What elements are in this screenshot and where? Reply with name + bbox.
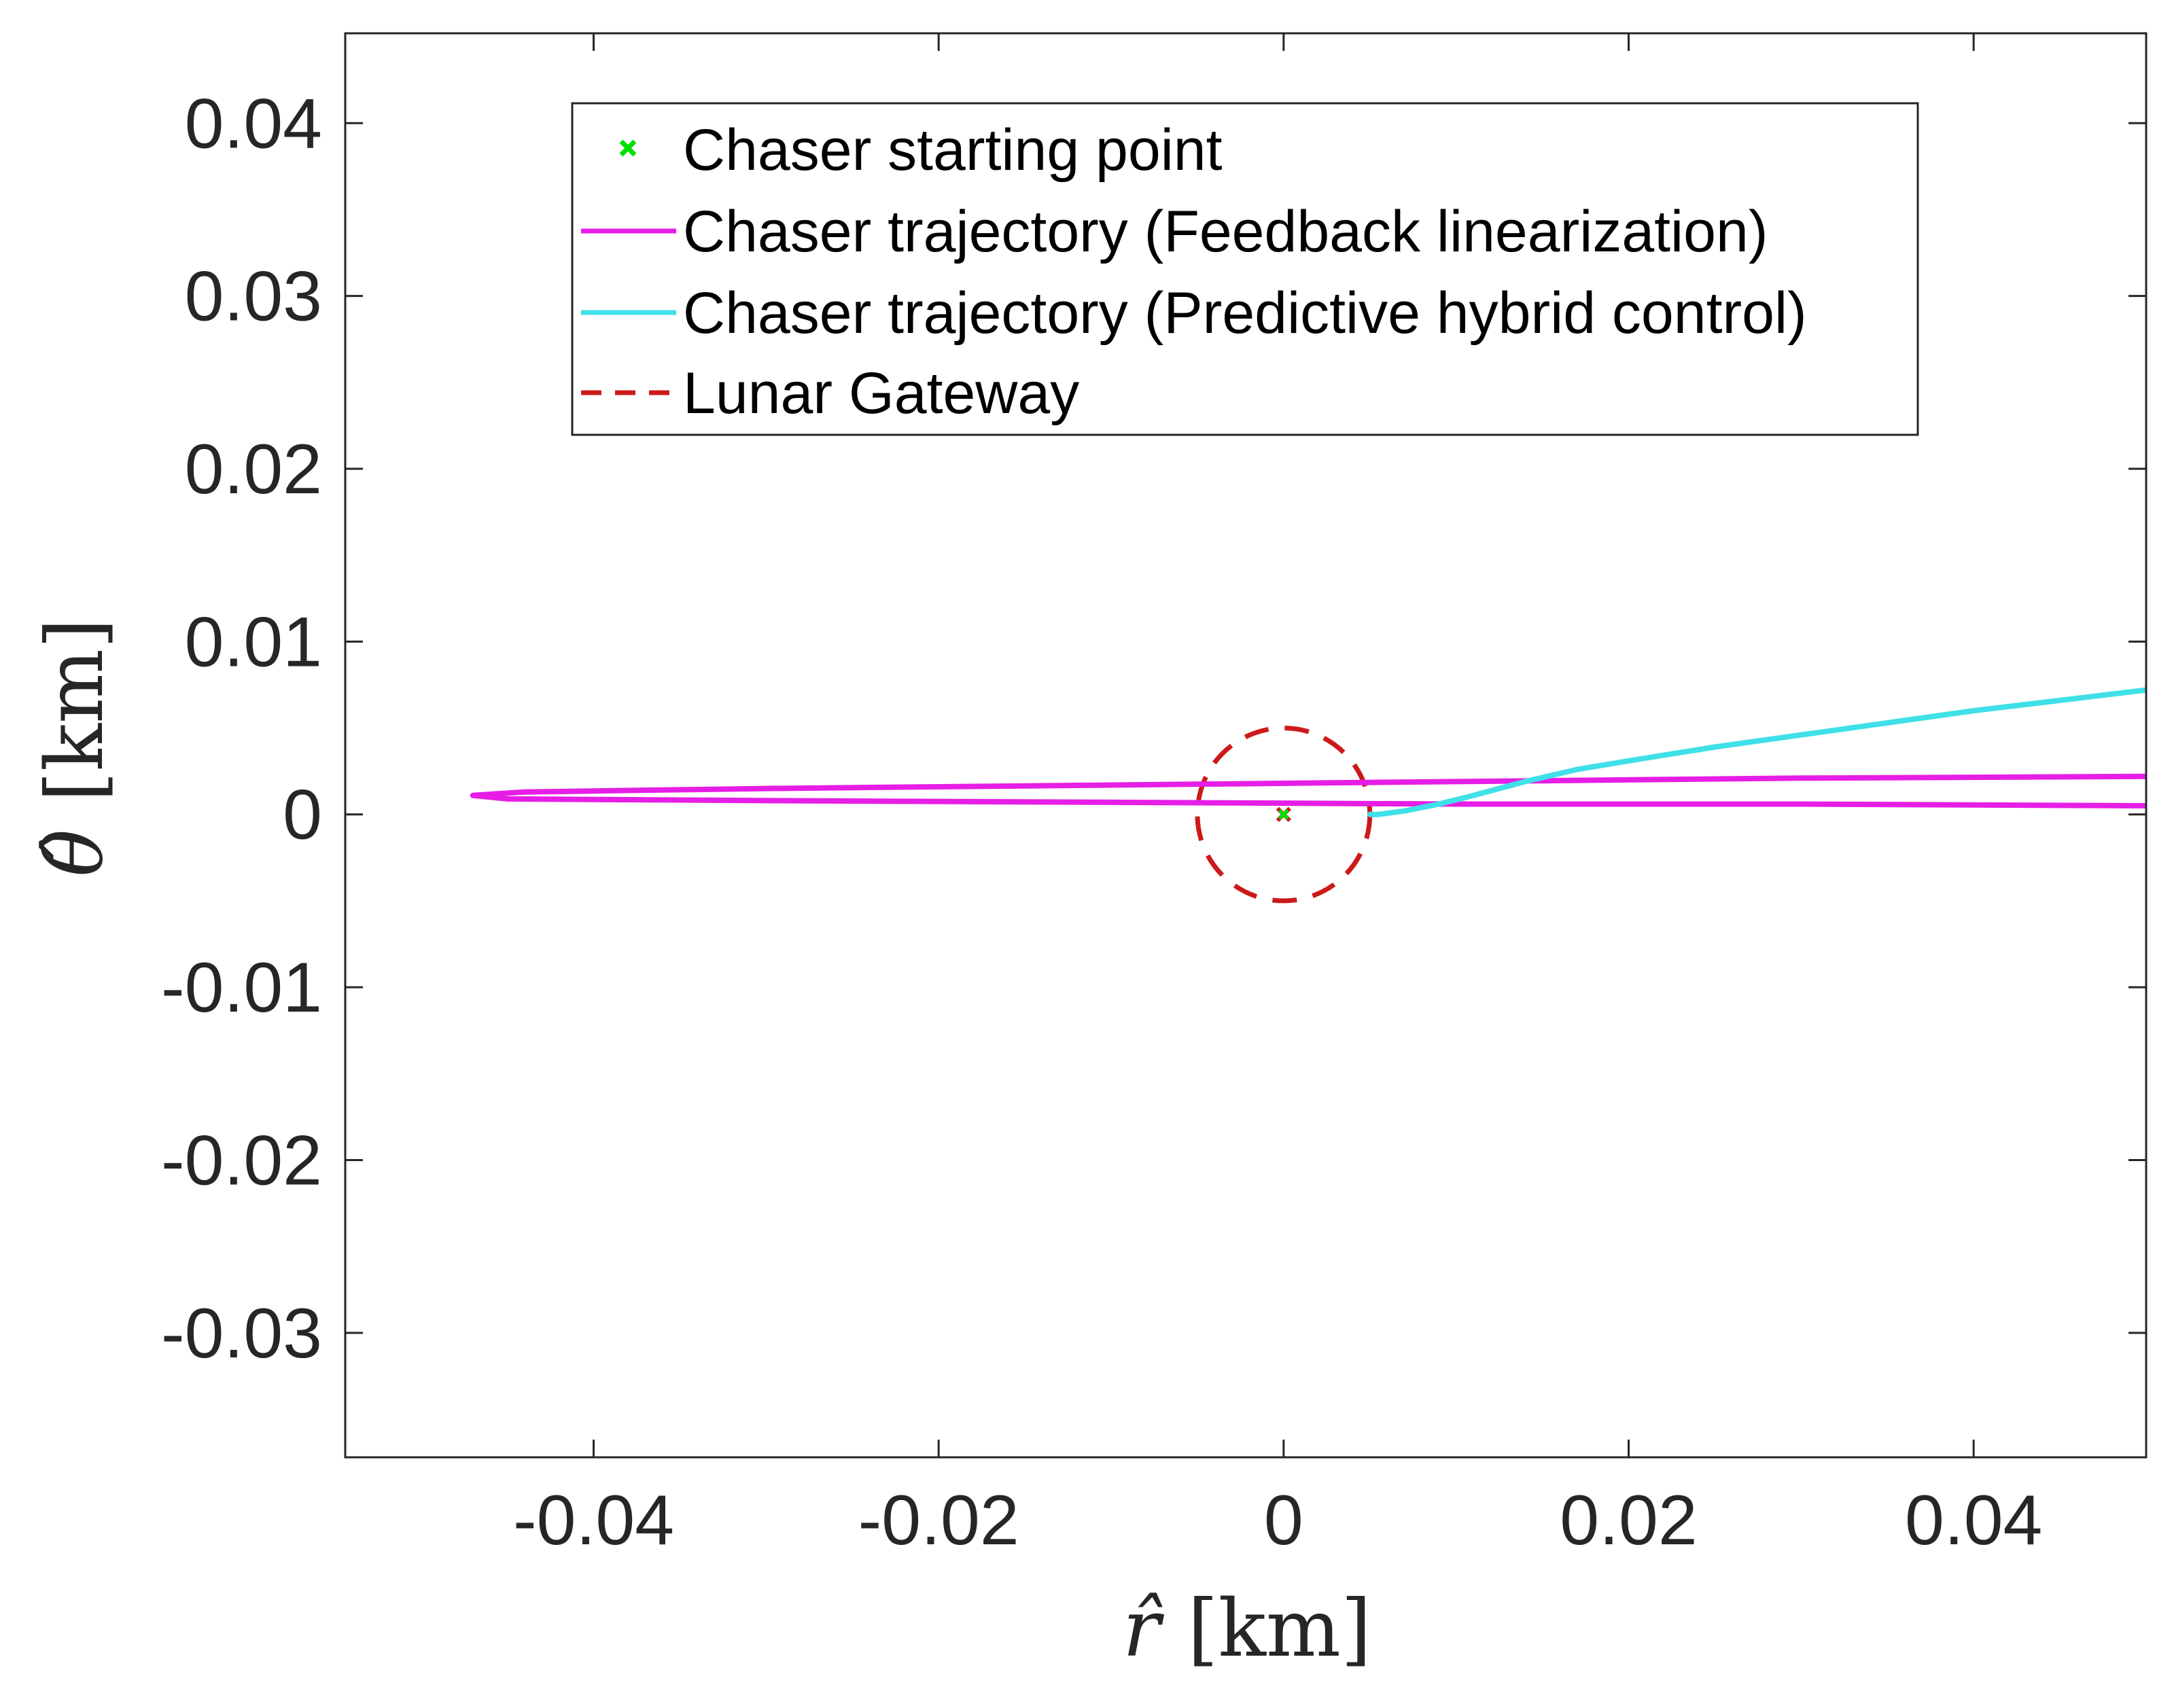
- x-tick-label: -0.04: [513, 1481, 674, 1560]
- y-tick-label: -0.03: [161, 1294, 322, 1373]
- y-tick-labels: 0.04 0.03 0.02 0.01 0 -0.01 -0.02 -0.03: [161, 84, 322, 1373]
- y-tick-label: 0.04: [185, 84, 322, 163]
- y-tick-label: -0.02: [161, 1121, 322, 1200]
- legend-label-starting-point: Chaser starting point: [683, 118, 1223, 183]
- x-axis-label: r̂ [km]: [1123, 1583, 1371, 1675]
- legend-entry-starting-point: Chaser starting point: [619, 118, 1223, 183]
- y-tick-label: -0.01: [161, 948, 322, 1027]
- legend-entry-predictive-hybrid: Chaser trajectory (Predictive hybrid con…: [581, 281, 1807, 346]
- legend-label-feedback-linearization: Chaser trajectory (Feedback linearizatio…: [683, 199, 1768, 264]
- legend-entry-feedback-linearization: Chaser trajectory (Feedback linearizatio…: [581, 199, 1768, 264]
- trajectory-feedback-linearization: [470, 773, 2146, 808]
- x-tick-label: 0.02: [1560, 1481, 1697, 1560]
- legend: Chaser starting point Chaser trajectory …: [571, 102, 1919, 436]
- x-axis-symbol: r̂: [1123, 1583, 1165, 1675]
- x-tick-label: 0: [1264, 1481, 1303, 1560]
- x-axis-unit: [km]: [1187, 1583, 1371, 1675]
- y-tick-label: 0: [283, 776, 322, 855]
- y-tick-label: 0.03: [185, 257, 322, 336]
- chaser-starting-point-marker: [1278, 808, 1289, 820]
- legend-entry-lunar-gateway: Lunar Gateway: [581, 361, 1079, 426]
- tick-marks: [345, 33, 2146, 1457]
- axes-box: [344, 32, 2147, 1459]
- trajectory-predictive-hybrid: [1367, 687, 2146, 817]
- x-tick-label: -0.02: [858, 1481, 1019, 1560]
- legend-box: [571, 102, 1919, 436]
- y-axis-label: θ̂ [km]: [29, 618, 121, 877]
- legend-label-predictive-hybrid: Chaser trajectory (Predictive hybrid con…: [683, 281, 1807, 346]
- data-layer: [470, 687, 2146, 904]
- x-tick-labels: -0.04 -0.02 0 0.02 0.04: [513, 1481, 2042, 1560]
- y-axis-unit: [km]: [29, 618, 121, 802]
- y-axis-symbol: θ̂: [29, 829, 121, 876]
- y-tick-label: 0.01: [185, 603, 322, 681]
- y-tick-label: 0.02: [185, 430, 322, 509]
- legend-marker-starting-point: [619, 139, 637, 157]
- x-tick-label: 0.04: [1905, 1481, 2042, 1560]
- legend-label-lunar-gateway: Lunar Gateway: [683, 361, 1079, 426]
